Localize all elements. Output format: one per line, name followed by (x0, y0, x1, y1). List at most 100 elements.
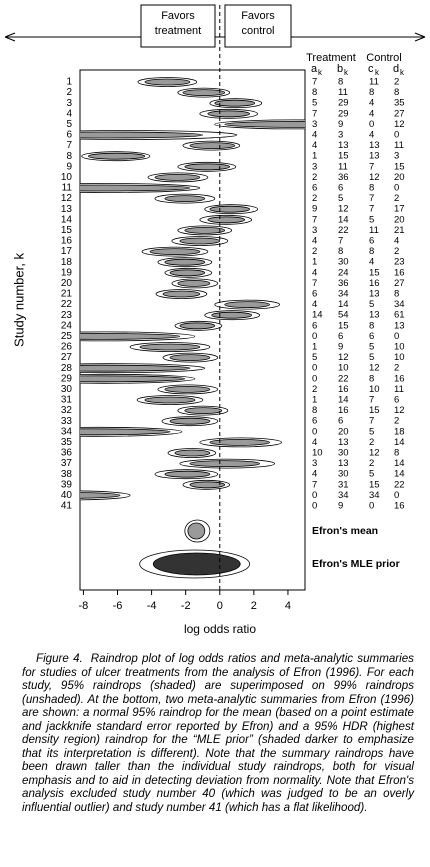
raindrop-95 (164, 385, 211, 393)
study-number: 36 (61, 448, 73, 459)
summary-label: Efron's MLE prior (312, 558, 400, 570)
study-number: 2 (66, 87, 72, 98)
table-cell: 11 (369, 77, 379, 88)
table-cell: 0 (312, 426, 317, 437)
caption-label: Figure 4. (36, 652, 83, 665)
raindrop-95 (80, 428, 171, 436)
table-cell: 0 (394, 490, 399, 501)
table-cell: 11 (338, 161, 348, 172)
table-cell: 7 (312, 77, 317, 88)
raindrop-95 (164, 258, 206, 266)
study-number: 26 (61, 342, 73, 353)
table-cell: 30 (338, 257, 349, 268)
table-cell: 12 (338, 352, 349, 363)
x-tick-label: -6 (113, 600, 123, 612)
column-subscript: k (375, 68, 380, 77)
table-cell: 4 (369, 108, 374, 119)
table-cell: 2 (394, 193, 399, 204)
table-cell: 8 (369, 320, 374, 331)
raindrop-95 (88, 152, 146, 160)
table-cell: 24 (338, 267, 349, 278)
raindrop-95 (207, 216, 246, 224)
table-cell: 11 (338, 87, 348, 98)
table-cell: 0 (394, 331, 399, 342)
raindrop-95 (80, 492, 121, 499)
raindrop-95 (174, 449, 211, 457)
table-cell: 5 (369, 342, 374, 353)
figure: Study number, k log odds ratio Favors tre… (4, 4, 426, 636)
summary-label: Efron's mean (312, 525, 378, 537)
raindrop-95 (149, 248, 201, 256)
table-group: Treatment (306, 52, 356, 64)
table-cell: 18 (394, 426, 405, 437)
table-cell: 3 (394, 151, 399, 162)
table-cell: 34 (338, 490, 349, 501)
study-number: 31 (61, 395, 73, 406)
table-cell: 20 (394, 172, 405, 183)
table-cell: 8 (369, 246, 374, 257)
table-cell: 34 (369, 490, 380, 501)
table-cell: 1 (312, 151, 317, 162)
raindrop-95 (207, 110, 251, 118)
raindrop-95 (154, 173, 201, 181)
raindrop-95 (169, 417, 211, 425)
table-cell: 16 (369, 278, 380, 289)
table-cell: 15 (394, 161, 405, 172)
study-number: 9 (66, 161, 72, 172)
raindrop-95 (209, 205, 251, 213)
raindrop-95 (80, 333, 181, 340)
table-cell: 54 (338, 310, 349, 321)
table-cell: 22 (338, 373, 349, 384)
table-cell: 10 (338, 363, 349, 374)
raindrop-95 (214, 99, 256, 107)
table-cell: 7 (312, 214, 317, 225)
study-number: 13 (61, 204, 73, 215)
table-cell: 2 (312, 246, 317, 257)
table-cell: 4 (369, 257, 374, 268)
table-cell: 6 (369, 331, 374, 342)
table-cell: 12 (338, 204, 349, 215)
study-number: 23 (61, 310, 73, 321)
table-cell: 10 (394, 352, 405, 363)
raindrop-95 (189, 460, 261, 468)
table-cell: 4 (312, 130, 317, 141)
table-cell: 27 (394, 108, 405, 119)
x-tick-label: 2 (251, 600, 257, 612)
table-cell: 9 (338, 119, 343, 130)
study-number: 1 (66, 77, 72, 88)
table-cell: 17 (394, 204, 405, 215)
column-letter: d (393, 63, 399, 75)
table-cell: 0 (369, 119, 374, 130)
raindrop-95 (152, 552, 241, 576)
table-cell: 23 (394, 257, 405, 268)
study-number: 16 (61, 236, 73, 247)
table-cell: 20 (394, 214, 405, 225)
study-number: 14 (61, 214, 73, 225)
table-cell: 4 (312, 299, 317, 310)
table-cell: 8 (369, 373, 374, 384)
raindrops (80, 77, 305, 579)
table-cell: 13 (369, 289, 380, 300)
raindrop-95 (224, 121, 305, 128)
table-cell: 5 (369, 426, 374, 437)
table-cell: 0 (394, 183, 399, 194)
table-cell: 6 (394, 395, 399, 406)
table-cell: 5 (312, 352, 317, 363)
favors-label: Favors (241, 10, 275, 22)
table-cell: 2 (312, 193, 317, 204)
x-tick-label: 4 (285, 600, 291, 612)
table-cell: 34 (394, 299, 405, 310)
table-cell: 8 (312, 87, 317, 98)
table-group: Control (366, 52, 401, 64)
raindrop-95 (169, 354, 211, 362)
study-number: 37 (61, 458, 73, 469)
study-number: 27 (61, 352, 73, 363)
table-cell: 9 (312, 204, 317, 215)
table-cell: 2 (394, 363, 399, 374)
table-cell: 12 (394, 119, 405, 130)
study-number: 10 (61, 172, 73, 183)
table-cell: 16 (394, 267, 405, 278)
table-cell: 2 (394, 416, 399, 427)
table-cell: 5 (369, 352, 374, 363)
x-tick-label: -4 (147, 600, 157, 612)
